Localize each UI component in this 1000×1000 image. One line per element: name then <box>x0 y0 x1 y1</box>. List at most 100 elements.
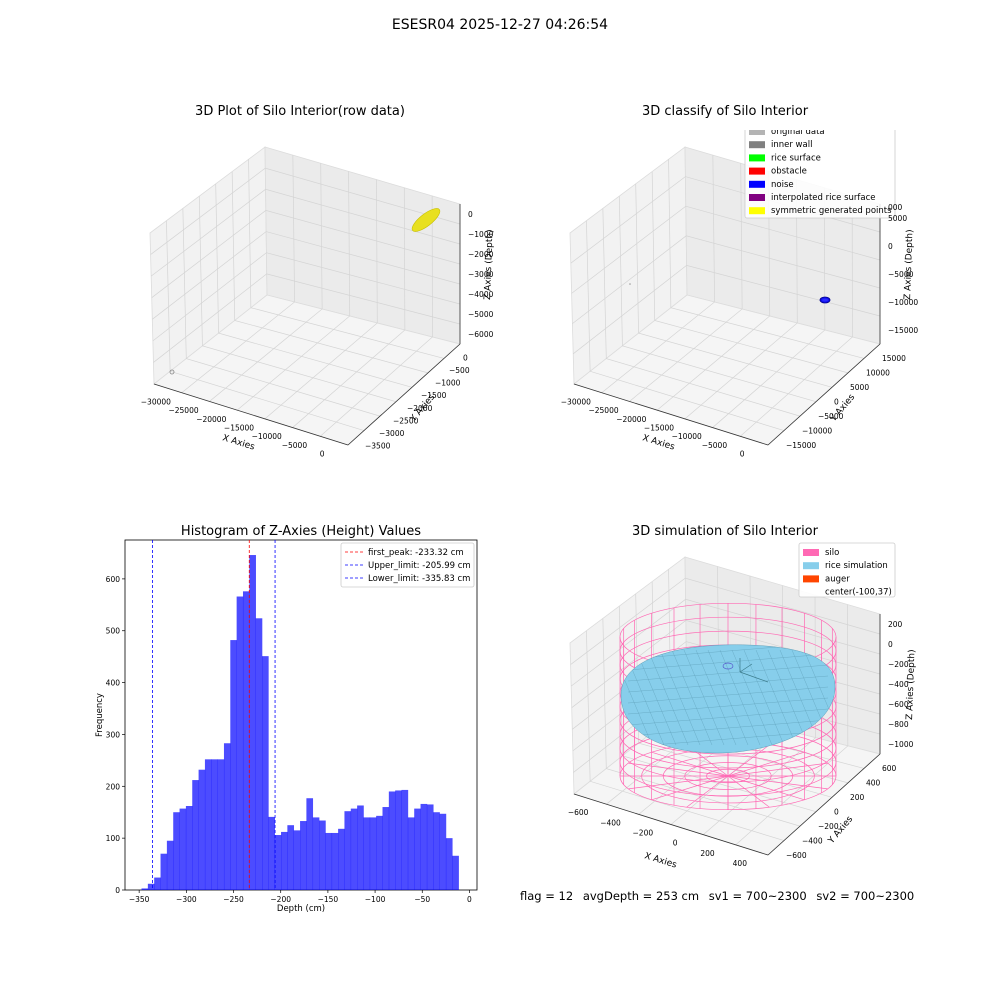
histogram-bar <box>262 656 269 890</box>
x-tick-label: −20000 <box>616 415 646 424</box>
z-tick-label: −800 <box>888 720 909 729</box>
y-tick-label: 300 <box>106 730 121 739</box>
z-tick-label: −4000 <box>468 290 494 299</box>
histogram-bar <box>198 769 206 890</box>
z-tick-label: 200 <box>888 620 903 629</box>
histogram-bar <box>319 820 326 890</box>
z-tick-label: 5000 <box>888 214 907 223</box>
histogram-bar <box>255 618 263 890</box>
histogram-bar <box>173 812 180 890</box>
x-tick-label: 0 <box>467 895 472 904</box>
legend-swatch <box>749 180 765 188</box>
histogram-bar <box>414 808 421 890</box>
histogram-bar <box>242 591 250 890</box>
z-tick-label: −200 <box>888 660 909 669</box>
z-tick-label: −1000 <box>468 230 494 239</box>
legend-item: inner wall <box>771 140 812 150</box>
y-tick-label: −400 <box>802 836 823 845</box>
x-tick-label: −300 <box>176 895 197 904</box>
legend-swatch <box>749 130 765 135</box>
classify-noise-cluster-inner <box>822 298 828 302</box>
status-sv2: sv2 = 700~2300 <box>816 889 915 903</box>
legend-item: auger <box>825 574 850 584</box>
z-tick-label: −10000 <box>888 298 918 307</box>
x-tick-label: −250 <box>223 895 244 904</box>
y-tick-label: −10000 <box>802 426 832 435</box>
histogram-bar <box>160 853 168 890</box>
raw-yellow-cluster <box>411 208 441 232</box>
y-tick-label: 5000 <box>850 383 869 392</box>
x-tick-label: −200 <box>633 828 654 837</box>
x-tick-label: −15000 <box>224 424 254 433</box>
x-tick-label: 0 <box>320 450 325 459</box>
legend-swatch <box>749 194 765 201</box>
z-tick-label: −3000 <box>468 270 494 279</box>
y-tick-label: −3500 <box>365 442 391 451</box>
z-tick-label: 0 <box>468 210 473 219</box>
x-tick-label: −350 <box>129 895 150 904</box>
histogram-bar <box>217 759 225 890</box>
z-tick-label: −6000 <box>468 330 494 339</box>
histogram-bar <box>325 832 333 890</box>
status-line: flag = 12 avgDepth = 253 cm sv1 = 700~23… <box>520 889 920 903</box>
y-tick-label: 500 <box>106 627 121 636</box>
classify-outlier-point <box>629 283 631 285</box>
histogram-bar <box>179 808 187 890</box>
x-tick-label: −10000 <box>672 432 702 441</box>
histogram-bar <box>141 888 149 890</box>
x-tick-label: 0 <box>740 450 745 459</box>
histogram-bar <box>306 798 314 890</box>
y-tick-label: 10000 <box>866 369 890 378</box>
z-tick-label: 000 <box>888 203 903 212</box>
histogram-bar <box>211 759 218 890</box>
histogram-bar <box>147 883 155 890</box>
histogram-bar <box>433 812 440 890</box>
z-tick-label: −1000 <box>888 740 914 749</box>
legend-item: rice surface <box>771 153 821 163</box>
raw-plot-title: 3D Plot of Silo Interior(row data) <box>195 104 405 119</box>
histogram-bar <box>439 813 447 890</box>
legend-swatch <box>803 549 819 556</box>
y-tick-label: 200 <box>106 782 121 791</box>
histogram-x-label: Depth (cm) <box>277 904 325 914</box>
legend-swatch <box>749 207 765 215</box>
z-tick-label: −2000 <box>468 250 494 259</box>
y-tick-label: −500 <box>449 366 470 375</box>
histogram-bar <box>287 825 295 890</box>
status-sv1: sv1 = 700~2300 <box>708 889 807 903</box>
classify-plot-title: 3D classify of Silo Interior <box>641 104 809 119</box>
x-tick-label: −5000 <box>282 441 308 450</box>
legend-swatch <box>803 562 819 570</box>
x-tick-label: −400 <box>600 818 621 827</box>
histogram-chart: −350 −300 −250 −200 −150 −100 −50 0 0 100 200 300 4… <box>95 539 478 914</box>
histogram-bar <box>274 835 282 890</box>
y-tick-label: −600 <box>786 851 807 860</box>
figure-title: ESESR04 2025-12-27 04:26:54 <box>391 17 609 33</box>
z-tick-label: −15000 <box>888 326 918 335</box>
legend-item: center(-100,37) <box>825 588 892 598</box>
raw-outlier-point <box>169 369 175 375</box>
histogram-bar <box>369 817 377 890</box>
legend-item: Upper_limit: -205.99 cm <box>368 561 471 571</box>
y-tick-label: 0 <box>115 886 120 895</box>
y-tick-label: −5000 <box>818 412 844 421</box>
y-tick-label: 100 <box>106 834 121 843</box>
histogram-bar <box>154 877 161 890</box>
histogram-bar <box>300 821 307 890</box>
classify-3d-plot: original data inner wall rice surface obsta… <box>561 130 918 459</box>
x-tick-label: −200 <box>270 895 291 904</box>
x-tick-label: −5000 <box>702 441 728 450</box>
y-tick-label: 0 <box>463 353 468 362</box>
x-tick-label: −30000 <box>561 397 591 406</box>
histogram-bar <box>420 803 428 890</box>
histogram-bar <box>192 780 199 890</box>
simulation-x-label: X Axies <box>643 851 678 870</box>
legend-item: Lower_limit: -335.83 cm <box>368 574 470 584</box>
histogram-bar <box>249 555 256 890</box>
y-tick-label: 400 <box>866 779 881 788</box>
x-tick-label: −10000 <box>252 432 282 441</box>
y-tick-label: 0 <box>834 398 839 407</box>
y-tick-label: 200 <box>850 793 865 802</box>
rice-simulation-surface <box>620 644 836 754</box>
